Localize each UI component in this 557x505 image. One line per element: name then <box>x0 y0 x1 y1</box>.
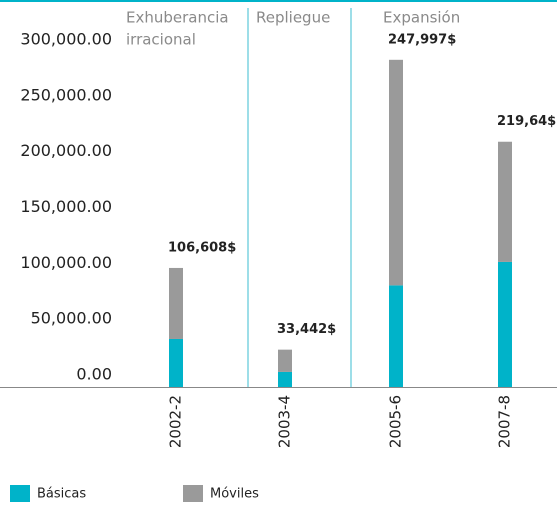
total-label: 247,997$ <box>388 32 456 47</box>
bar-segment <box>169 267 183 339</box>
bar-segment <box>389 59 403 286</box>
x-tick-label: 2002-2 <box>167 395 185 448</box>
bar-segment <box>278 371 292 387</box>
period-label: irracional <box>126 31 196 49</box>
legend-label: Móviles <box>210 487 259 502</box>
x-tick-label: 2003-4 <box>276 395 294 448</box>
top-rule <box>0 0 557 2</box>
period-label: Expansión <box>383 9 460 27</box>
y-tick-label: 300,000.00 <box>20 30 112 49</box>
period-label: Repliegue <box>256 9 330 27</box>
y-tick-label: 0.00 <box>76 365 112 384</box>
total-label: 106,608$ <box>168 240 236 255</box>
y-tick-label: 50,000.00 <box>31 309 112 328</box>
bar-segment <box>169 338 183 387</box>
total-label: 219,64$ <box>497 114 556 129</box>
x-tick-label: 2007-8 <box>496 395 514 448</box>
y-tick-label: 200,000.00 <box>20 141 112 160</box>
y-tick-label: 150,000.00 <box>20 197 112 216</box>
bar-segment <box>278 349 292 372</box>
y-tick-label: 250,000.00 <box>20 85 112 104</box>
bar-segment <box>498 261 512 387</box>
period-label: Exhuberancia <box>126 9 229 27</box>
legend-label: Básicas <box>37 487 86 502</box>
total-label: 33,442$ <box>277 322 336 337</box>
bar-segment <box>389 285 403 387</box>
legend-swatch <box>183 485 203 502</box>
bar-segment <box>498 141 512 262</box>
x-tick-label: 2005-6 <box>387 395 405 448</box>
y-tick-label: 100,000.00 <box>20 253 112 272</box>
legend-swatch <box>10 485 30 502</box>
